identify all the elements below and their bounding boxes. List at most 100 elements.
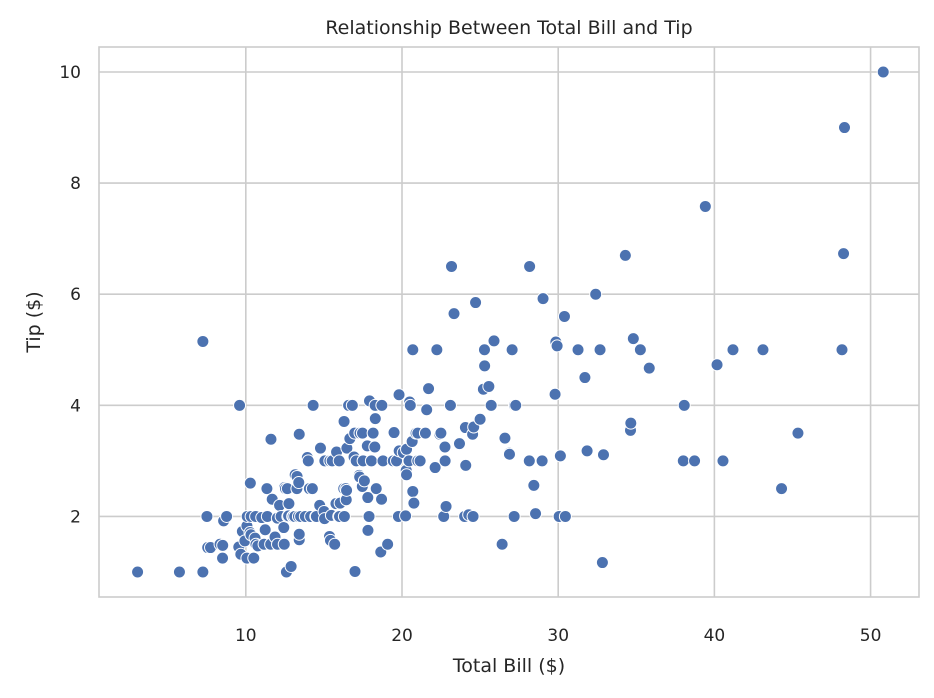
data-point — [495, 537, 509, 551]
data-point — [557, 309, 571, 323]
data-point — [301, 454, 315, 468]
data-point — [200, 509, 214, 523]
data-point — [260, 482, 274, 496]
x-tick-label: 30 — [547, 626, 569, 646]
data-point — [216, 551, 230, 565]
data-point — [284, 559, 298, 573]
data-point — [434, 426, 448, 440]
y-tick-label: 8 — [70, 174, 81, 194]
data-point — [527, 478, 541, 492]
data-point — [264, 432, 278, 446]
data-point — [509, 398, 523, 412]
data-point — [624, 416, 638, 430]
data-point — [247, 551, 261, 565]
data-point — [558, 509, 572, 523]
data-point — [292, 527, 306, 541]
data-point — [220, 509, 234, 523]
chart-title: Relationship Between Total Bill and Tip — [325, 17, 692, 39]
data-point — [589, 287, 603, 301]
data-point — [305, 482, 319, 496]
data-point — [345, 398, 359, 412]
data-point — [536, 292, 550, 306]
data-point — [626, 332, 640, 346]
data-point — [529, 507, 543, 521]
data-point — [535, 454, 549, 468]
data-point — [368, 412, 382, 426]
data-point — [507, 509, 521, 523]
data-point — [392, 388, 406, 402]
data-point — [332, 454, 346, 468]
data-point — [399, 509, 413, 523]
data-point — [452, 437, 466, 451]
data-point — [775, 482, 789, 496]
data-point — [595, 556, 609, 570]
data-point — [368, 440, 382, 454]
data-point — [837, 121, 851, 135]
data-point — [466, 509, 480, 523]
data-points — [131, 65, 890, 579]
data-point — [443, 398, 457, 412]
data-point — [498, 431, 512, 445]
data-point — [438, 440, 452, 454]
data-point — [216, 538, 230, 552]
data-point — [698, 199, 712, 213]
data-point — [277, 521, 291, 535]
data-point — [469, 296, 483, 310]
data-point — [642, 361, 656, 375]
data-point — [243, 476, 257, 490]
data-point — [716, 454, 730, 468]
data-point — [523, 259, 537, 273]
data-point — [366, 426, 380, 440]
data-point — [430, 343, 444, 357]
x-tick-labels: 10 20 30 40 50 — [235, 626, 881, 646]
data-point — [337, 509, 351, 523]
data-point — [418, 426, 432, 440]
data-point — [337, 414, 351, 428]
y-tick-labels: 2 4 6 8 10 — [59, 63, 81, 527]
x-tick-label: 50 — [860, 626, 882, 646]
data-point — [277, 537, 291, 551]
data-point — [258, 523, 272, 537]
data-point — [233, 398, 247, 412]
data-point — [473, 412, 487, 426]
x-tick-label: 40 — [704, 626, 726, 646]
data-point — [292, 476, 306, 490]
data-point — [282, 497, 296, 511]
data-point — [357, 474, 371, 488]
data-point — [362, 509, 376, 523]
y-tick-label: 6 — [70, 285, 81, 305]
data-point — [340, 483, 354, 497]
y-tick-label: 10 — [59, 63, 81, 83]
data-point — [548, 387, 562, 401]
x-tick-label: 20 — [391, 626, 413, 646]
data-point — [375, 398, 389, 412]
data-point — [578, 371, 592, 385]
data-point — [420, 403, 434, 417]
data-point — [791, 426, 805, 440]
data-point — [403, 398, 417, 412]
data-point — [487, 334, 501, 348]
data-point — [482, 379, 496, 393]
data-point — [381, 537, 395, 551]
data-point — [477, 343, 491, 357]
y-axis-label: Tip ($) — [23, 291, 45, 353]
data-point — [387, 426, 401, 440]
x-axis-label: Total Bill ($) — [452, 655, 565, 677]
data-point — [375, 492, 389, 506]
data-point — [413, 454, 427, 468]
data-point — [876, 65, 890, 79]
data-point — [837, 247, 851, 261]
data-point — [438, 454, 452, 468]
data-point — [361, 523, 375, 537]
plot-frame — [98, 46, 920, 598]
data-point — [196, 565, 210, 579]
data-point — [522, 454, 536, 468]
data-point — [361, 491, 375, 505]
data-point — [428, 461, 442, 475]
data-point — [313, 441, 327, 455]
data-point — [618, 248, 632, 262]
data-point — [677, 398, 691, 412]
data-point — [364, 454, 378, 468]
data-point — [726, 343, 740, 357]
data-point — [553, 449, 567, 463]
